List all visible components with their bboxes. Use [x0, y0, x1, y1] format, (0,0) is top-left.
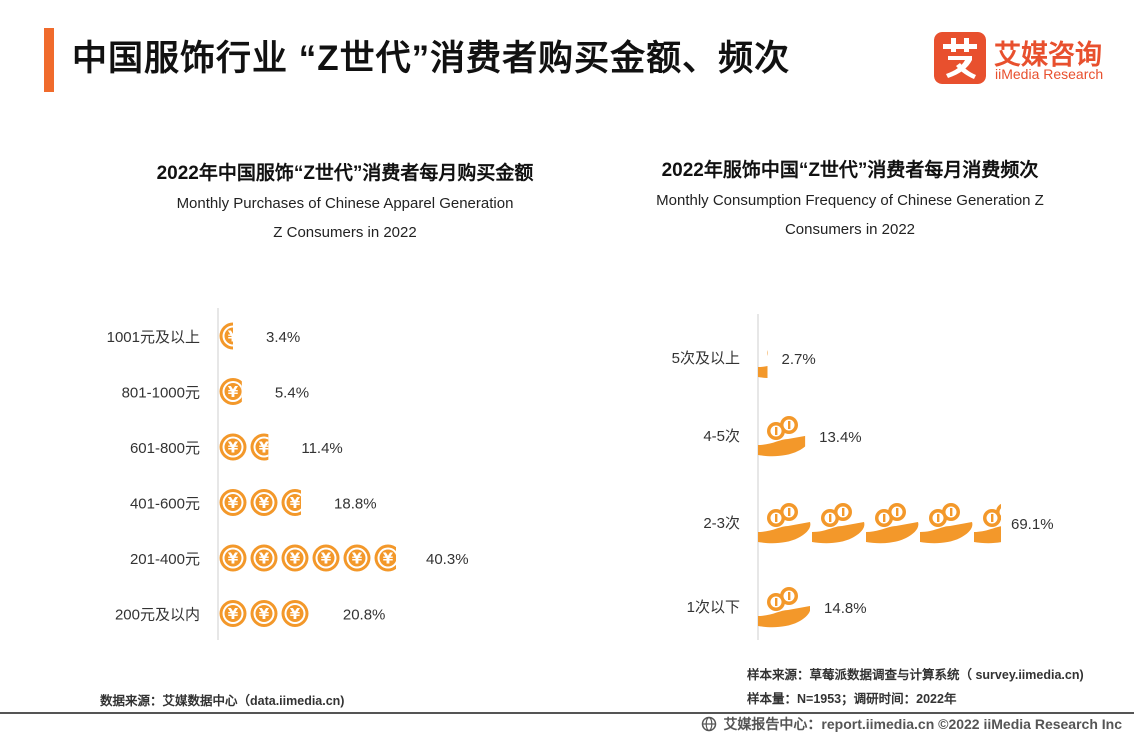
svg-text:¥: ¥	[352, 550, 363, 568]
svg-text:¥: ¥	[228, 494, 239, 512]
page-title: 中国服饰行业 “Z世代”消费者购买金额、频次	[72, 39, 791, 78]
chart1-category-label: 1001元及以上	[107, 329, 200, 346]
globe-icon	[702, 716, 717, 732]
footer-text: 艾媒报告中心：report.iimedia.cn ©2022 iiMedia R…	[723, 716, 1122, 732]
chart2-subtitle-line1: Monthly Consumption Frequency of Chinese…	[656, 192, 1044, 209]
svg-text:¥: ¥	[290, 494, 301, 512]
chart1-subtitle-line2: Z Consumers in 2022	[273, 224, 417, 241]
chart2-category-label: 5次及以上	[672, 350, 740, 367]
chart2-value-label: 14.8%	[824, 600, 867, 617]
svg-text:¥: ¥	[383, 550, 394, 568]
chart1-title: 2022年中国服饰“Z世代”消费者每月购买金额	[156, 163, 534, 184]
chart2-category-label: 1次以下	[687, 599, 740, 616]
chart1-value-label: 11.4%	[301, 440, 342, 457]
svg-text:¥: ¥	[259, 439, 270, 457]
svg-text:¥: ¥	[228, 383, 239, 401]
chart1-value-label: 20.8%	[343, 607, 386, 624]
chart1-bar: ¥ ¥ ¥ ¥	[219, 600, 332, 627]
chart1-bar: ¥ ¥ ¥ ¥	[219, 489, 332, 516]
chart2-value-label: 69.1%	[1011, 516, 1054, 533]
chart1-bar: ¥ ¥	[219, 322, 239, 350]
chart2-title: 2022年服饰中国“Z世代”消费者每月消费频次	[661, 160, 1039, 181]
chart2-bar	[758, 503, 1001, 544]
svg-text:¥: ¥	[228, 605, 239, 623]
chart1-bar: ¥ ¥ ¥ ¥ ¥ ¥ ¥	[219, 544, 425, 572]
chart2-bar	[758, 350, 768, 379]
svg-text:¥: ¥	[259, 494, 270, 512]
chart1-value-label: 40.3%	[426, 551, 469, 568]
chart2-bar	[758, 416, 806, 457]
chart1-value-label: 5.4%	[275, 385, 309, 402]
chart2-value-label: 13.4%	[819, 429, 862, 446]
svg-text:¥: ¥	[228, 328, 239, 346]
svg-text:¥: ¥	[321, 550, 332, 568]
chart2-bar	[758, 587, 811, 628]
svg-text:¥: ¥	[259, 550, 270, 568]
svg-text:¥: ¥	[321, 494, 332, 512]
chart1-subtitle-line1: Monthly Purchases of Chinese Apparel Gen…	[176, 195, 514, 212]
right-sample-note: 样本量：N=1953；调研时间：2022年	[747, 692, 957, 706]
chart2-subtitle-line2: Consumers in 2022	[784, 221, 916, 238]
chart1-value-label: 3.4%	[266, 329, 300, 346]
iimedia-logo: 艾媒咨询 iiMedia Research	[934, 32, 1124, 86]
svg-text:¥: ¥	[290, 439, 301, 457]
footer-divider	[0, 712, 1134, 714]
svg-text:¥: ¥	[290, 605, 301, 623]
iimedia-logo-icon	[934, 32, 986, 84]
chart2-category-label: 4-5次	[703, 428, 740, 445]
chart1-category-label: 200元及以内	[115, 607, 200, 624]
chart1-value-label: 18.8%	[334, 496, 377, 513]
title-accent-bar	[44, 28, 54, 92]
left-source-note: 数据来源：艾媒数据中心（data.iimedia.cn)	[100, 694, 345, 708]
chart1-category-label: 401-600元	[130, 496, 200, 513]
svg-text:¥: ¥	[259, 383, 270, 401]
svg-text:¥: ¥	[321, 605, 332, 623]
chart2-value-label: 2.7%	[781, 351, 815, 368]
right-source-note: 样本来源：草莓派数据调查与计算系统（ survey.iimedia.cn)	[747, 668, 1084, 682]
svg-text:¥: ¥	[414, 550, 425, 568]
logo-text-en: iiMedia Research	[995, 66, 1104, 82]
chart2-category-label: 2-3次	[703, 515, 740, 532]
svg-text:¥: ¥	[259, 605, 270, 623]
chart1-category-label: 201-400元	[130, 551, 200, 568]
svg-text:¥: ¥	[290, 550, 301, 568]
chart1-category-label: 801-1000元	[122, 385, 200, 402]
chart1-bar: ¥ ¥ ¥	[219, 433, 301, 461]
chart1-subtitle: Monthly Purchases of Chinese Apparel Gen…	[60, 189, 630, 247]
svg-text:¥: ¥	[228, 439, 239, 457]
chart1-bar: ¥ ¥	[219, 378, 270, 405]
svg-text:¥: ¥	[228, 550, 239, 568]
footer: 艾媒报告中心：report.iimedia.cn ©2022 iiMedia R…	[701, 714, 1122, 734]
chart2-subtitle: Monthly Consumption Frequency of Chinese…	[580, 186, 1120, 244]
chart1-category-label: 601-800元	[130, 440, 200, 457]
logo-text-cn: 艾媒咨询	[994, 40, 1102, 70]
